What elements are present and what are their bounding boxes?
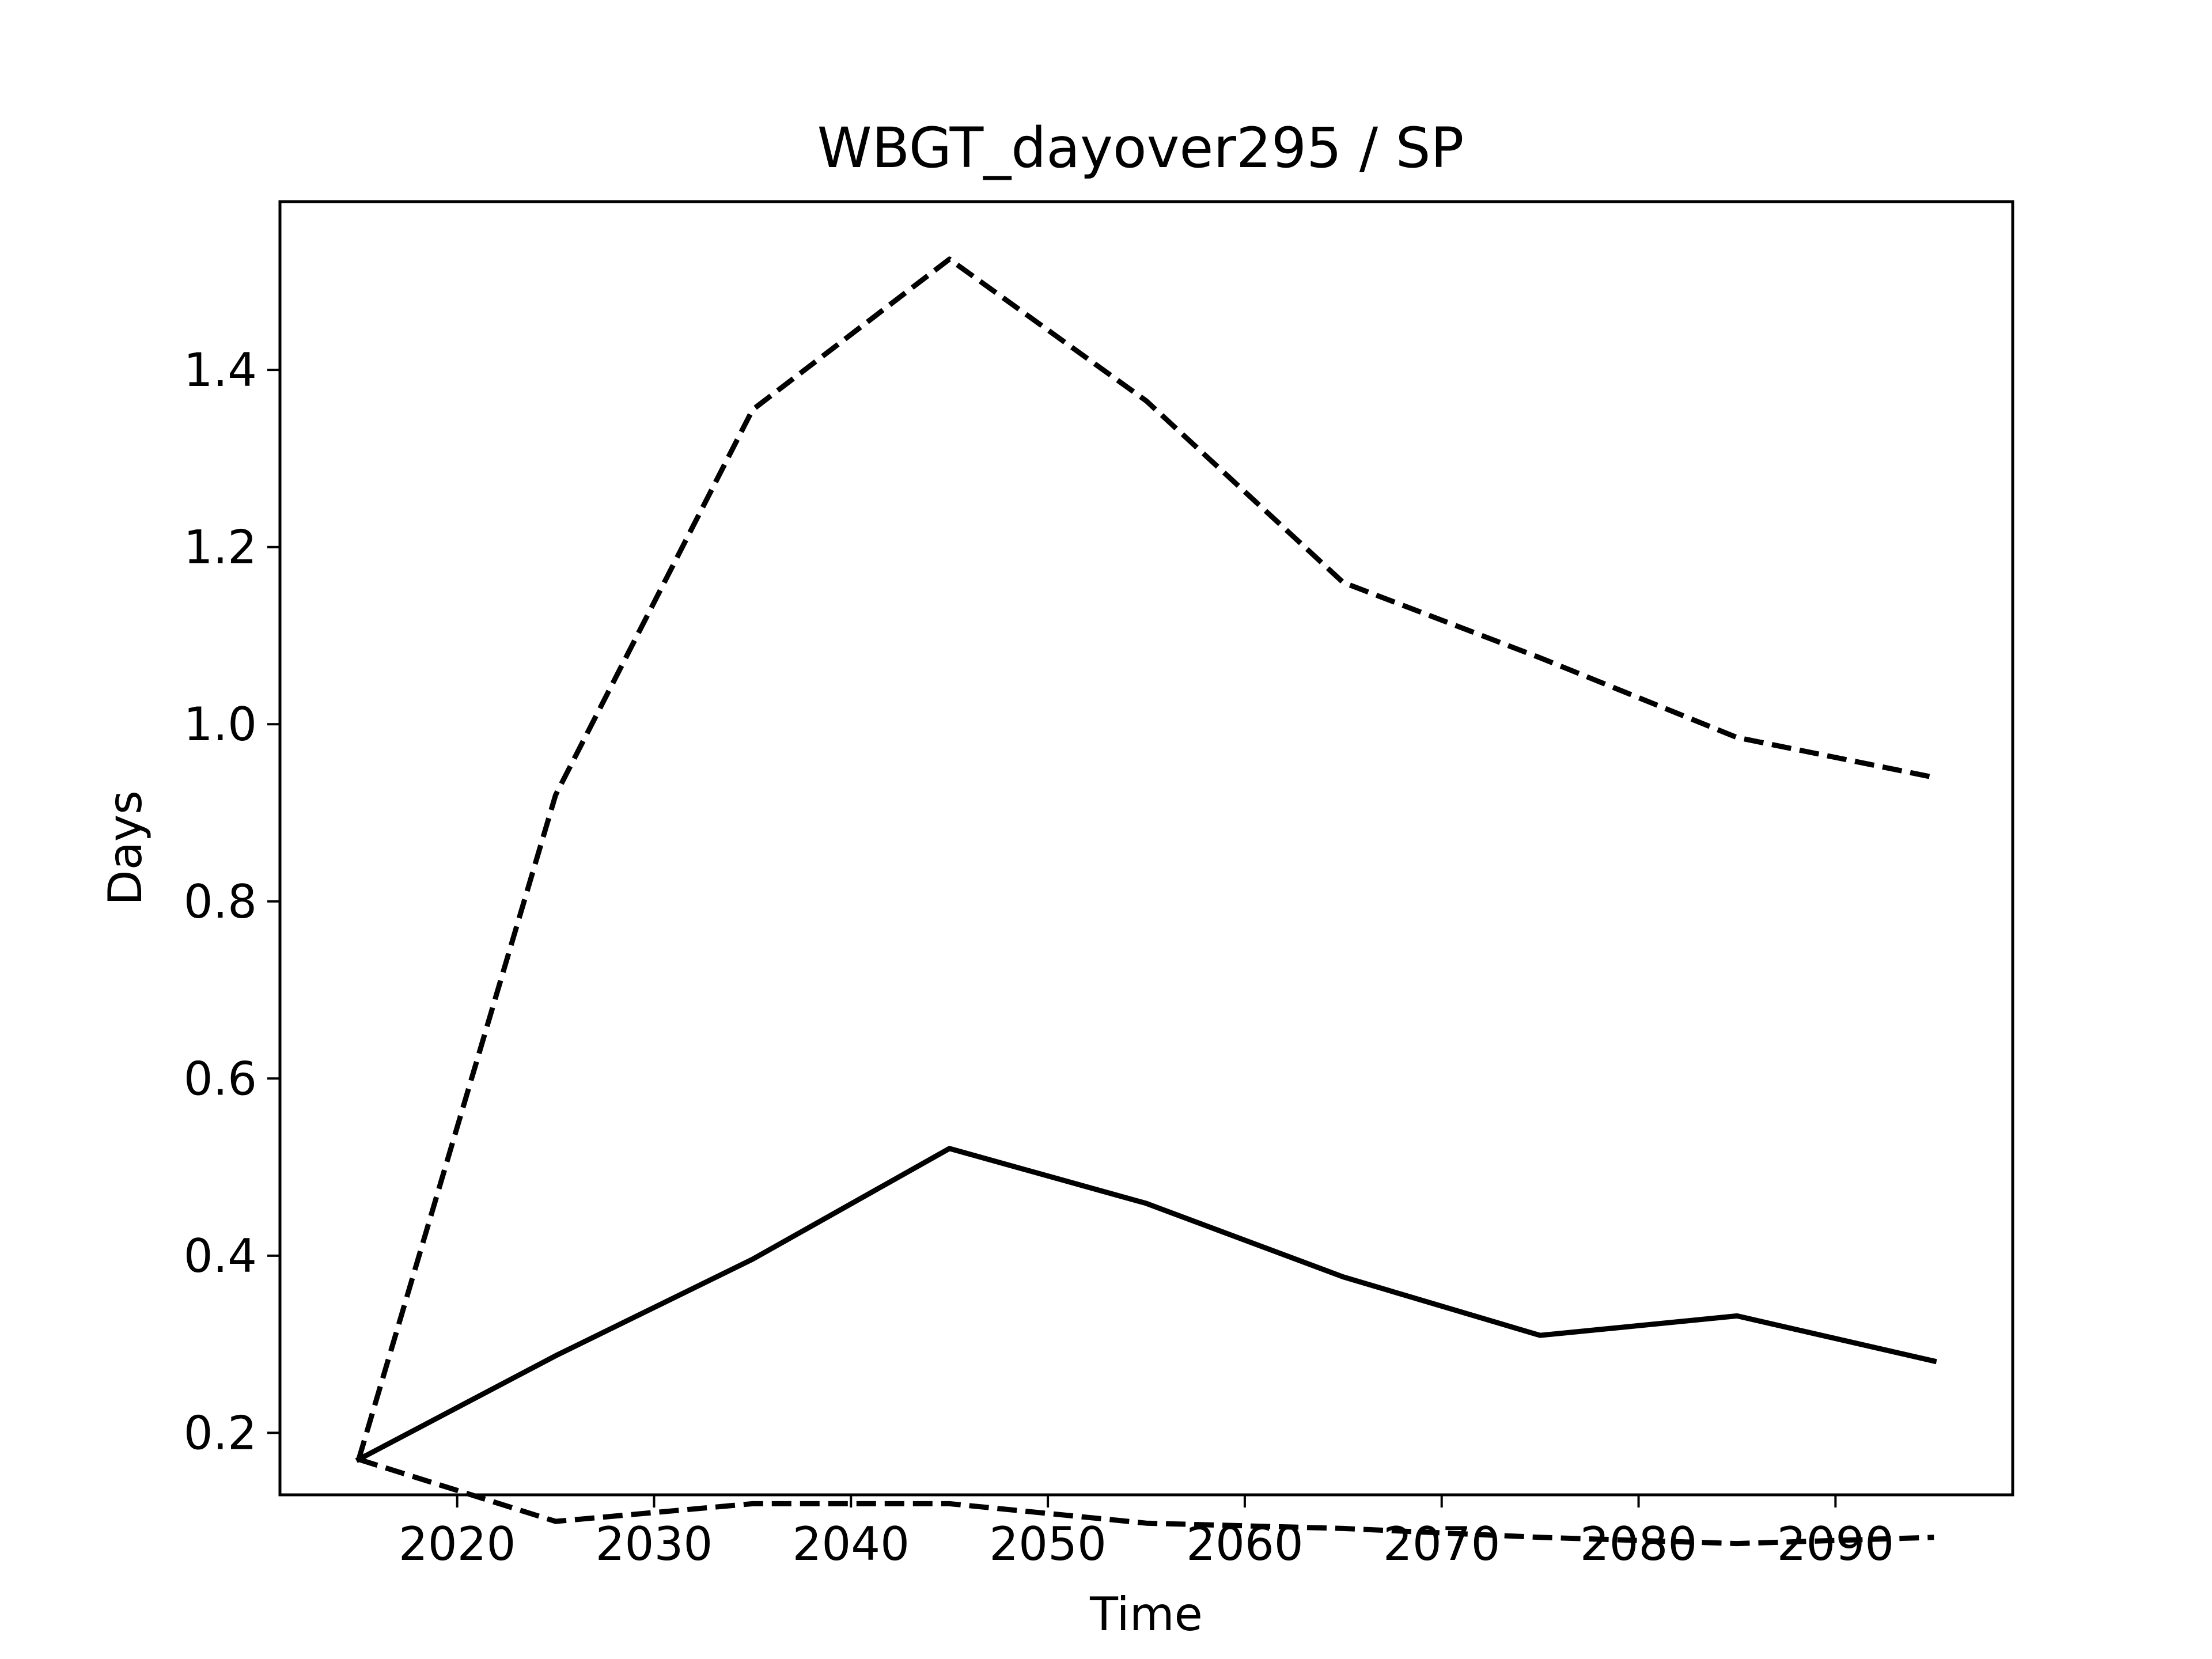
x-tick-label: 2070 xyxy=(1383,1517,1501,1571)
y-axis: 0.2 0.4 0.6 0.8 1.0 1.2 1.4 xyxy=(184,343,280,1460)
y-tick-label: 0.8 xyxy=(184,875,257,929)
y-tick-label: 1.2 xyxy=(184,521,257,574)
x-tick-label: 2030 xyxy=(596,1517,713,1571)
y-axis-label: Days xyxy=(99,790,152,906)
x-tick-label: 2050 xyxy=(989,1517,1107,1571)
y-tick-label: 1.0 xyxy=(184,698,257,751)
x-tick-label: 2040 xyxy=(792,1517,910,1571)
chart-title: WBGT_dayover295 / SP xyxy=(817,116,1464,180)
series-lower-bound-line xyxy=(358,1457,1934,1547)
y-tick-label: 0.2 xyxy=(184,1406,257,1460)
plot-area-frame xyxy=(278,200,2014,1497)
y-tick-label: 1.4 xyxy=(184,343,257,397)
x-axis-label: Time xyxy=(1089,1588,1203,1641)
x-axis: 2020 2030 2040 2050 2060 2070 2080 2090 xyxy=(399,1495,1894,1571)
series-upper-bound-line xyxy=(356,256,1935,1460)
y-tick-label: 0.4 xyxy=(184,1229,257,1283)
series-layer xyxy=(355,256,1937,1547)
y-tick-label: 0.6 xyxy=(184,1052,257,1105)
x-tick-label: 2020 xyxy=(399,1517,516,1571)
series-median-line xyxy=(355,1146,1937,1463)
